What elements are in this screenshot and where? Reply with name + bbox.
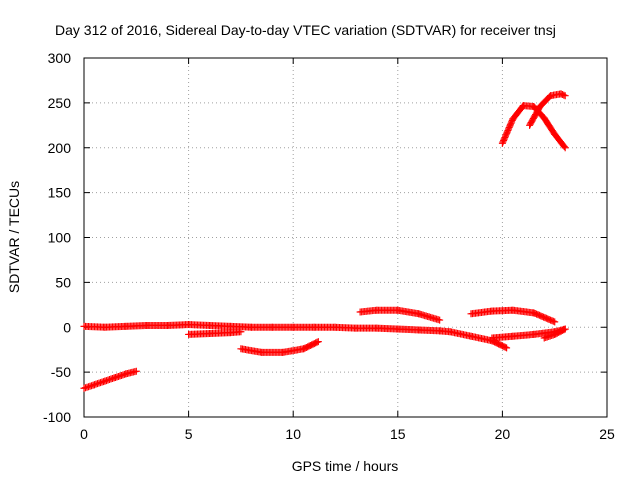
y-tick-label: 0	[63, 319, 71, 335]
y-axis-title: SDTVAR / TECUs	[6, 181, 22, 293]
x-tick-label: 20	[495, 426, 511, 442]
data-point	[561, 144, 569, 152]
series-1	[80, 321, 454, 336]
data-point	[560, 143, 568, 151]
x-tick-label: 10	[285, 426, 301, 442]
data-point	[436, 316, 444, 324]
y-tick-label: 200	[48, 140, 72, 156]
y-tick-label: 100	[48, 230, 72, 246]
y-tick-label: -100	[43, 409, 71, 425]
y-tick-label: 250	[48, 95, 72, 111]
grid	[84, 58, 607, 417]
series-4	[356, 306, 444, 324]
x-tick-label: 25	[599, 426, 615, 442]
y-tick-label: -50	[51, 364, 71, 380]
data-point	[503, 344, 511, 352]
data-point	[560, 326, 568, 334]
data-point	[551, 318, 559, 326]
y-tick-labels: -100 -50 0 50 100 150 200 250 300	[43, 50, 71, 425]
series-8	[498, 102, 569, 152]
y-tick-label: 150	[48, 185, 72, 201]
y-tick-label: 50	[55, 274, 71, 290]
chart-title: Day 312 of 2016, Sidereal Day-to-day VTE…	[55, 22, 556, 38]
series-5	[446, 328, 511, 352]
series-6	[467, 306, 559, 326]
series-9	[526, 90, 569, 129]
series-0	[80, 367, 140, 392]
data-points	[80, 90, 569, 392]
series-2	[185, 328, 245, 338]
data-point	[501, 343, 509, 351]
data-point	[561, 92, 569, 100]
y-tick-label: 300	[48, 50, 72, 66]
series-3	[237, 338, 322, 356]
x-tick-labels: 0 5 10 15 20 25	[80, 426, 615, 442]
data-point	[237, 328, 245, 336]
series-10	[540, 325, 569, 342]
data-point	[132, 367, 140, 375]
x-tick-label: 0	[80, 426, 88, 442]
x-axis-title: GPS time / hours	[292, 458, 399, 474]
data-point	[314, 338, 322, 346]
x-tick-label: 5	[185, 426, 193, 442]
x-tick-label: 15	[390, 426, 406, 442]
data-point	[313, 338, 321, 346]
data-point	[561, 325, 569, 333]
